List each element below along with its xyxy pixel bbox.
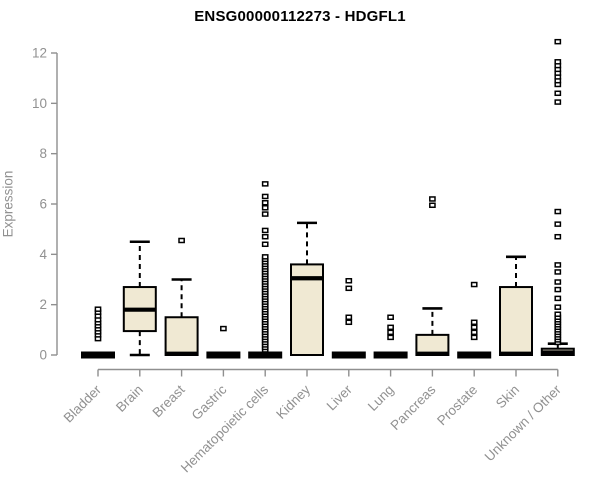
collapsed-box xyxy=(206,351,241,359)
outlier-point xyxy=(261,241,269,248)
box-pancreas xyxy=(415,196,450,357)
y-tick-label: 2 xyxy=(39,297,47,312)
box-kidney xyxy=(290,221,324,356)
iqr-box xyxy=(499,286,533,356)
outlier-point xyxy=(429,202,436,209)
outlier-point xyxy=(345,319,353,326)
box-lung xyxy=(373,314,408,359)
outlier-point xyxy=(345,285,353,292)
box-brain xyxy=(122,240,157,357)
outlier-point xyxy=(261,227,269,234)
outlier-point xyxy=(261,205,269,211)
outlier-point xyxy=(261,211,269,217)
outlier-point xyxy=(470,319,478,326)
box-breast xyxy=(164,237,199,356)
box-bladder xyxy=(81,306,115,359)
box-prostate xyxy=(457,281,492,359)
y-axis: 0 2 4 6 8 10 12 xyxy=(32,46,58,363)
collapsed-box xyxy=(248,351,283,359)
outlier-point xyxy=(387,314,394,320)
outlier-point xyxy=(554,304,562,310)
outlier-point xyxy=(554,295,562,302)
outlier-point xyxy=(554,262,562,268)
x-category-label: Prostate xyxy=(434,382,480,428)
x-category-label: Unknown / Other xyxy=(482,382,565,465)
collapsed-box xyxy=(81,351,115,359)
outlier-point xyxy=(94,306,102,312)
collapsed-box xyxy=(457,351,492,359)
outlier-point xyxy=(261,181,269,187)
x-category-label: Breast xyxy=(150,382,188,420)
x-category-label: Lung xyxy=(365,382,397,414)
outlier-point xyxy=(554,208,562,215)
x-category-label: Liver xyxy=(324,382,356,414)
y-tick-label: 0 xyxy=(39,348,47,363)
outlier-point xyxy=(554,59,562,65)
chart-title: ENSG00000112273 - HDGFL1 xyxy=(194,8,406,25)
outlier-point xyxy=(554,311,562,317)
outlier-point xyxy=(554,279,562,285)
y-tick-label: 8 xyxy=(39,146,47,161)
outlier-point xyxy=(261,233,269,240)
outlier-point xyxy=(554,233,562,240)
outlier-point xyxy=(554,38,562,45)
y-tick-label: 6 xyxy=(39,197,47,212)
collapsed-box xyxy=(331,351,366,359)
outlier-point xyxy=(178,237,185,244)
outlier-point xyxy=(387,329,394,336)
box-liver xyxy=(331,278,366,359)
outlier-point xyxy=(554,269,562,275)
outlier-point xyxy=(345,278,353,284)
outlier-point xyxy=(554,90,562,97)
outlier-point xyxy=(387,324,394,331)
y-tick-label: 10 xyxy=(32,96,47,111)
outlier-point xyxy=(470,334,478,341)
x-category-label: Bladder xyxy=(61,382,105,426)
outlier-point xyxy=(470,324,478,331)
box-hematopoietic-cells xyxy=(248,181,283,359)
outlier-point xyxy=(470,329,478,336)
outlier-point xyxy=(554,221,562,227)
collapsed-box xyxy=(373,351,408,359)
outlier-point xyxy=(261,254,269,260)
x-category-label: Gastric xyxy=(189,382,230,423)
outlier-point xyxy=(387,334,394,341)
x-category-label: Pancreas xyxy=(388,382,439,433)
box-unknown-other xyxy=(540,38,575,357)
y-tick-label: 4 xyxy=(39,247,47,262)
x-category-label: Skin xyxy=(493,382,522,411)
box-skin xyxy=(499,255,533,356)
outlier-point xyxy=(429,196,436,202)
outlier-point xyxy=(220,325,227,332)
outlier-point xyxy=(261,193,269,200)
x-category-label: Brain xyxy=(113,382,146,415)
outlier-point xyxy=(554,99,562,105)
outlier-point xyxy=(345,314,353,320)
iqr-box xyxy=(164,316,199,356)
y-tick-label: 12 xyxy=(32,46,47,61)
outlier-point xyxy=(470,281,478,288)
x-category-label: Kidney xyxy=(273,382,313,422)
outlier-point xyxy=(261,199,269,206)
outlier-point xyxy=(554,286,562,293)
box-gastric xyxy=(206,325,241,359)
